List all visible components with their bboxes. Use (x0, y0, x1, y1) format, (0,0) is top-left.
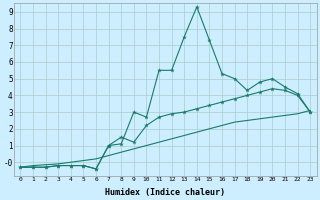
X-axis label: Humidex (Indice chaleur): Humidex (Indice chaleur) (105, 188, 225, 197)
